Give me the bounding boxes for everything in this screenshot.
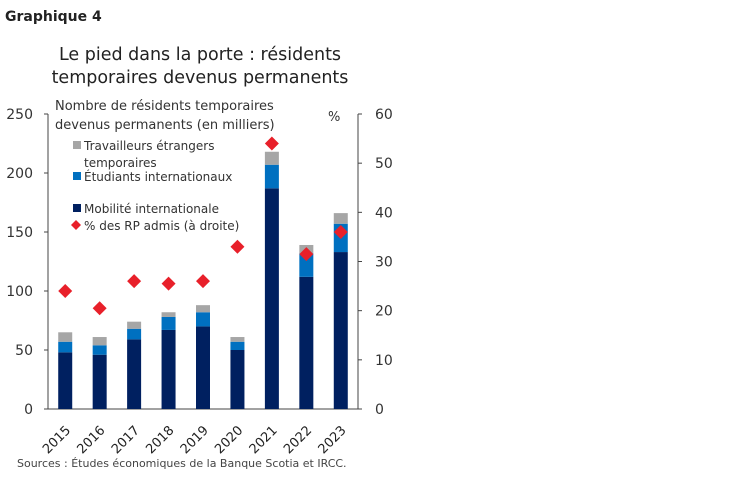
bar-segment [92,354,107,409]
bar-segment [299,253,314,277]
percent-marker [264,136,279,151]
x-tick-label: 2015 [40,423,74,457]
bar-segment [92,337,107,346]
x-tick-label: 2017 [109,423,143,457]
bar-segment [127,321,142,329]
bar-segment [264,164,279,189]
legend-swatch [73,141,81,149]
bar-segment [127,339,142,409]
y2-tick-label: 20 [375,304,393,320]
y2-tick-label: 0 [375,402,384,418]
y2-tick-label: 10 [375,353,393,369]
x-tick-label: 2021 [247,423,281,457]
bar-segment [161,312,176,317]
y-axis-label-line-1: Nombre de résidents temporaires [55,99,274,114]
legend-label: Étudiants internationaux [84,169,232,184]
y-tick-label: 150 [6,225,33,241]
y-tick-label: 100 [6,284,33,300]
y2-tick-label: 60 [375,107,393,123]
y-tick-label: 50 [15,343,33,359]
chart-title-line-2: temporaires devenus permanents [52,68,349,88]
legend-swatch [73,172,81,180]
y-tick-label: 200 [6,166,33,182]
bar-segment [230,350,245,409]
x-tick-label: 2019 [178,423,212,457]
y2-tick-label: 40 [375,205,393,221]
bar-segment [230,341,245,350]
percent-marker [230,239,245,254]
x-tick-label: 2022 [281,423,315,457]
legend-label: % des RP admis (à droite) [84,219,239,233]
legend-diamond [71,220,81,230]
legend-swatch [73,204,81,212]
bar-segment [333,213,348,224]
percent-marker [92,301,107,316]
legend-label: Travailleurs étrangers [83,139,214,153]
bar-segment [333,252,348,409]
percent-marker [196,274,210,289]
bar-segment [161,329,176,409]
bar-segment [299,276,314,409]
percent-marker [58,284,73,298]
chart-label: Graphique 4 [5,9,102,25]
y-tick-label: 0 [24,402,33,418]
legend-label: Mobilité internationale [84,202,219,216]
x-tick-label: 2016 [74,423,108,457]
x-tick-label: 2023 [316,423,350,457]
bar-segment [264,151,279,165]
bar-segment [58,341,73,353]
y2-axis-label: % [328,110,340,125]
bar-segment [264,188,279,409]
bar-segment [58,332,73,342]
y-axis-label-line-2: devenus permanents (en milliers) [55,118,275,133]
percent-marker [127,274,142,289]
percent-marker [299,247,314,262]
percent-marker [161,276,176,291]
bar-segment [127,328,142,340]
bar-segment [92,345,107,355]
bar-segment [161,316,176,330]
bar-segment [196,312,210,327]
y2-tick-label: 30 [375,255,393,271]
y2-tick-label: 50 [375,156,393,172]
bar-segment [196,326,210,409]
percent-marker [333,225,348,239]
source-note: Sources : Études économiques de la Banqu… [17,457,347,470]
y-tick-label: 250 [6,107,33,123]
bar-segment [230,337,245,342]
chart-title-line-1: Le pied dans la porte : résidents [59,45,341,65]
x-tick-label: 2018 [143,423,177,457]
bar-segment [196,305,210,313]
x-tick-label: 2020 [212,423,246,457]
bar-segment [58,352,73,409]
legend-label: temporaires [84,156,157,170]
